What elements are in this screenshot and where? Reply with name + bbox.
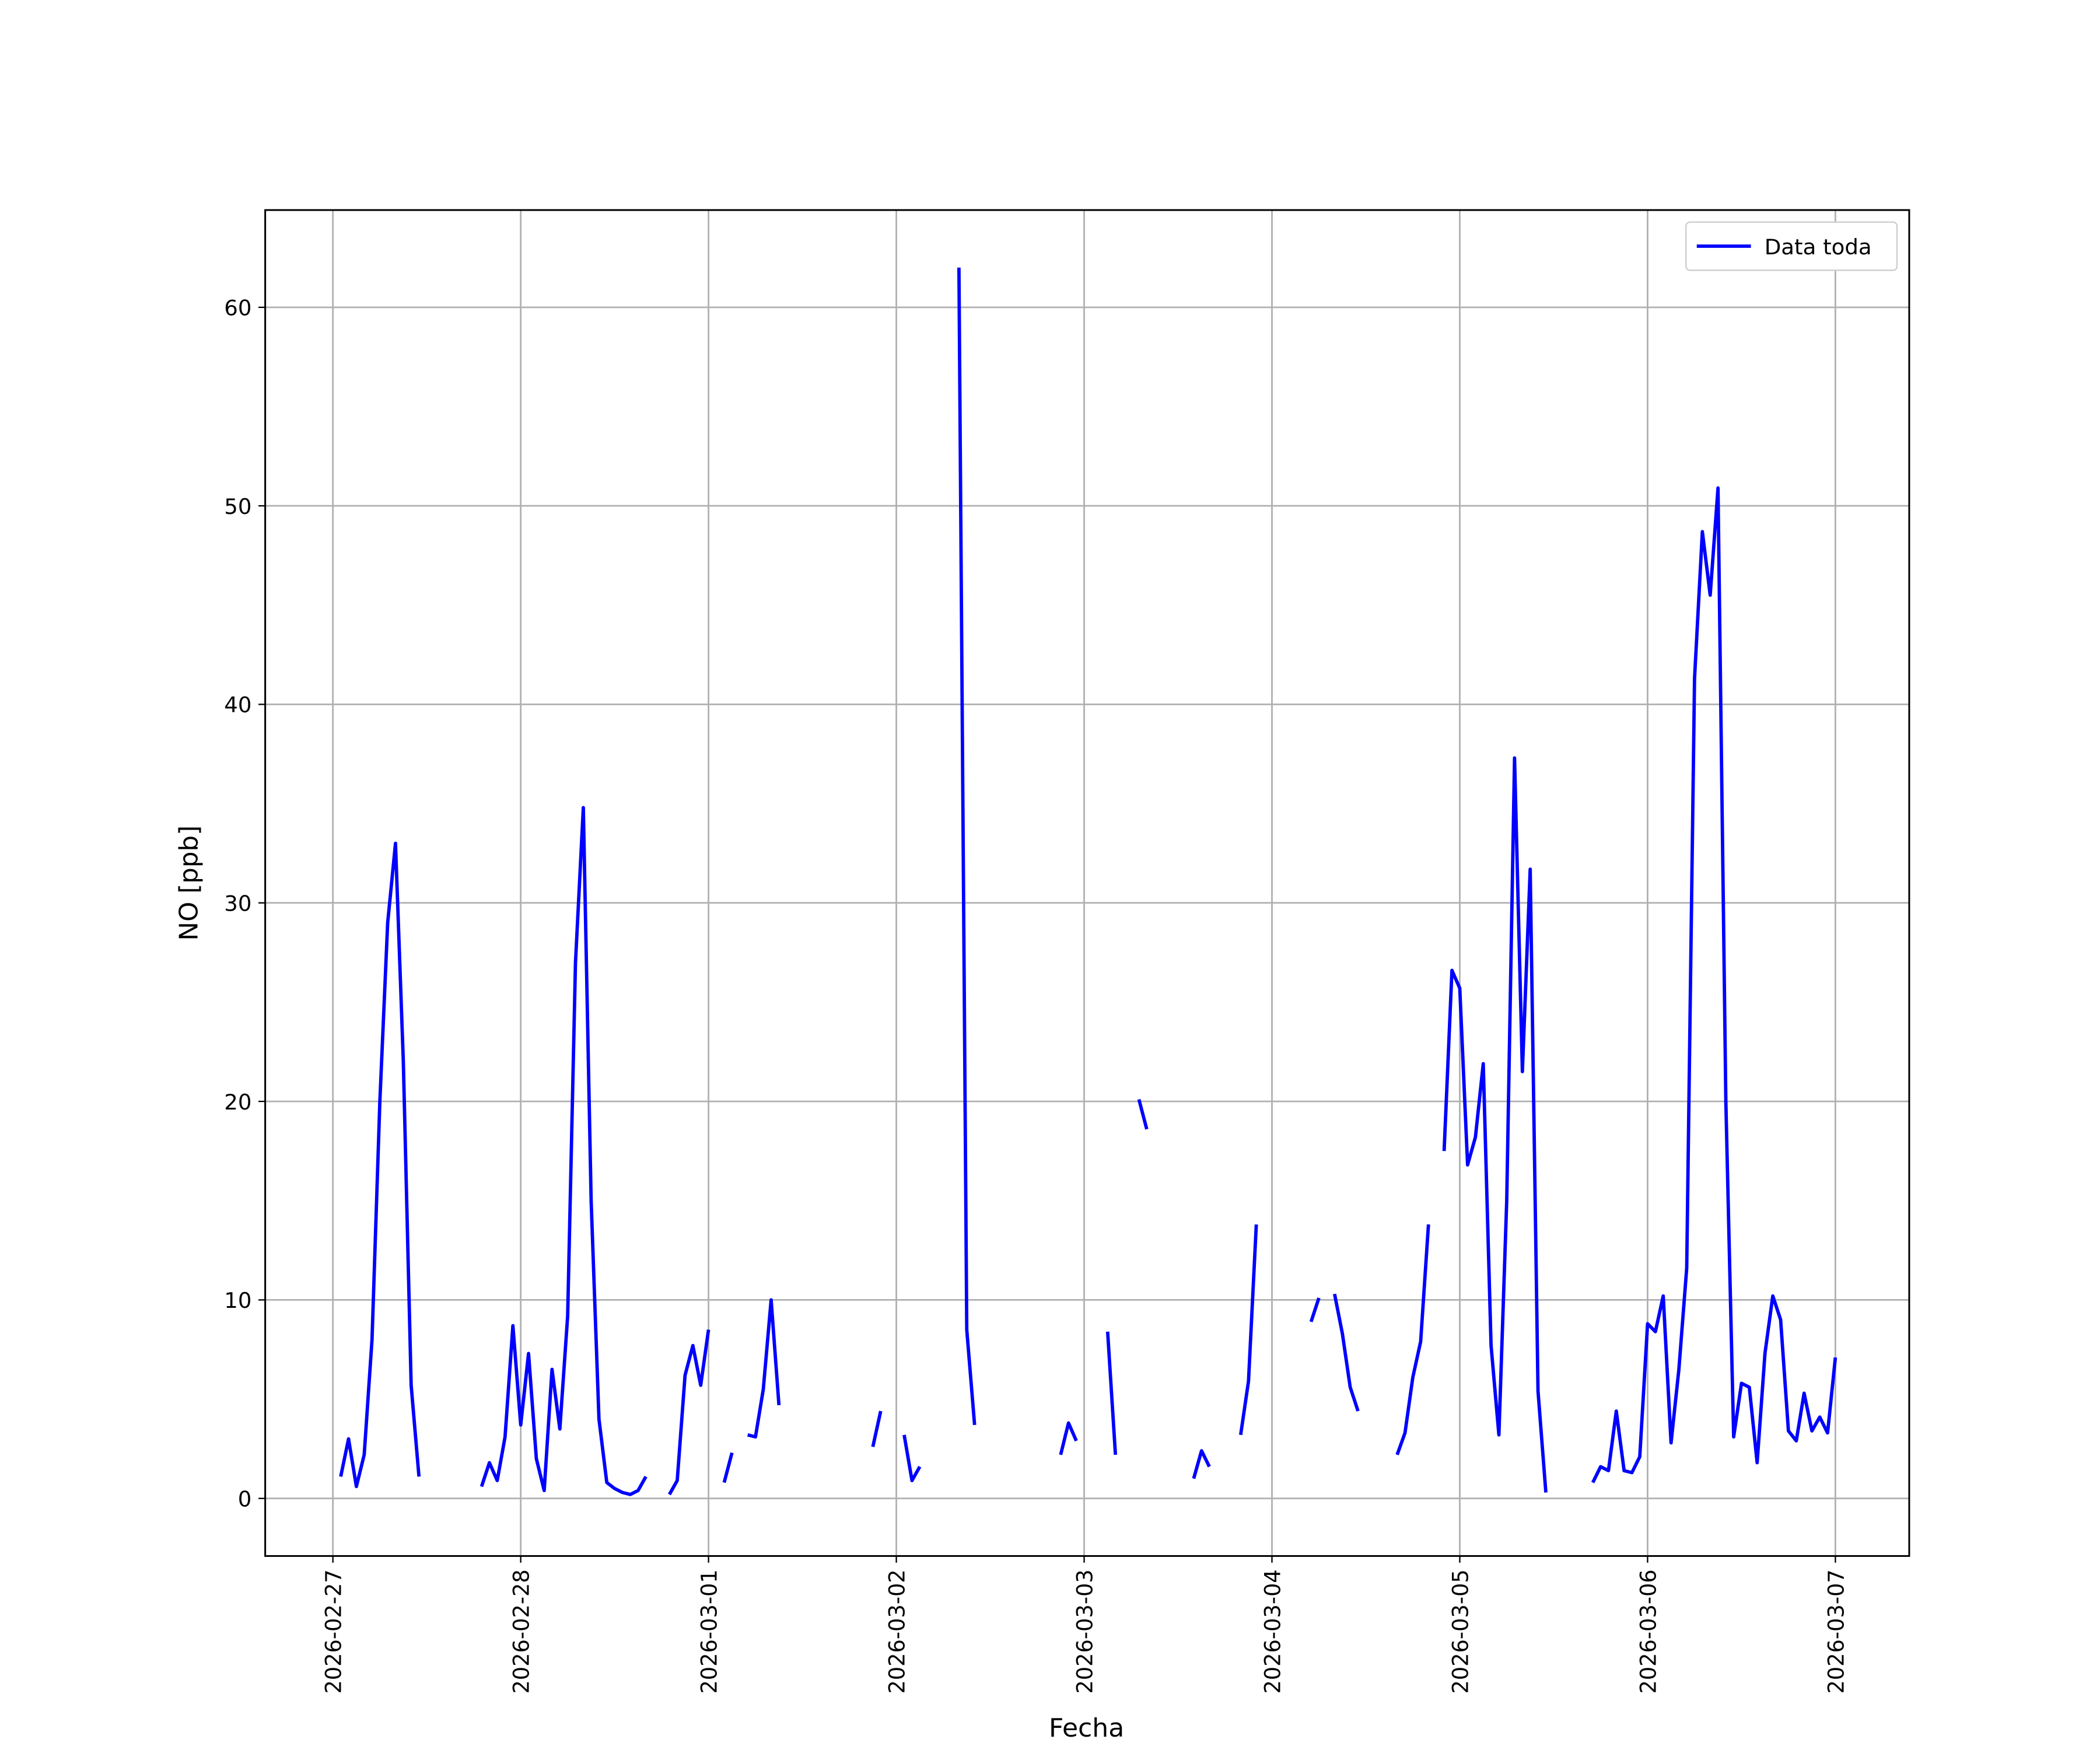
y-tick-label: 10	[224, 1288, 251, 1313]
y-tick-label: 30	[224, 891, 251, 916]
x-tick-label: 2026-03-02	[884, 1569, 909, 1693]
data-line	[339, 267, 1838, 1496]
x-tick-label: 2026-03-01	[696, 1569, 722, 1693]
y-tick-label: 20	[224, 1090, 251, 1115]
y-tick-label: 40	[224, 692, 251, 718]
x-tick-label: 2026-03-05	[1448, 1569, 1473, 1693]
x-tick-label: 2026-02-27	[321, 1569, 346, 1693]
legend-label: Data toda	[1765, 235, 1872, 260]
y-axis-label: NO [ppb]	[174, 825, 204, 941]
x-tick-label: 2026-03-07	[1824, 1569, 1849, 1693]
x-tick-label: 2026-03-04	[1260, 1569, 1285, 1693]
x-tick-label: 2026-03-06	[1636, 1569, 1661, 1693]
y-tick-label: 60	[224, 296, 251, 321]
x-axis-label: Fecha	[1049, 1713, 1124, 1743]
legend-box	[1685, 221, 1898, 271]
x-tick-label: 2026-02-28	[509, 1569, 534, 1693]
x-tick-label: 2026-03-03	[1072, 1569, 1097, 1693]
y-tick-label: 50	[224, 494, 251, 519]
plot-frame	[264, 209, 1910, 1557]
y-tick-label: 0	[238, 1487, 252, 1512]
